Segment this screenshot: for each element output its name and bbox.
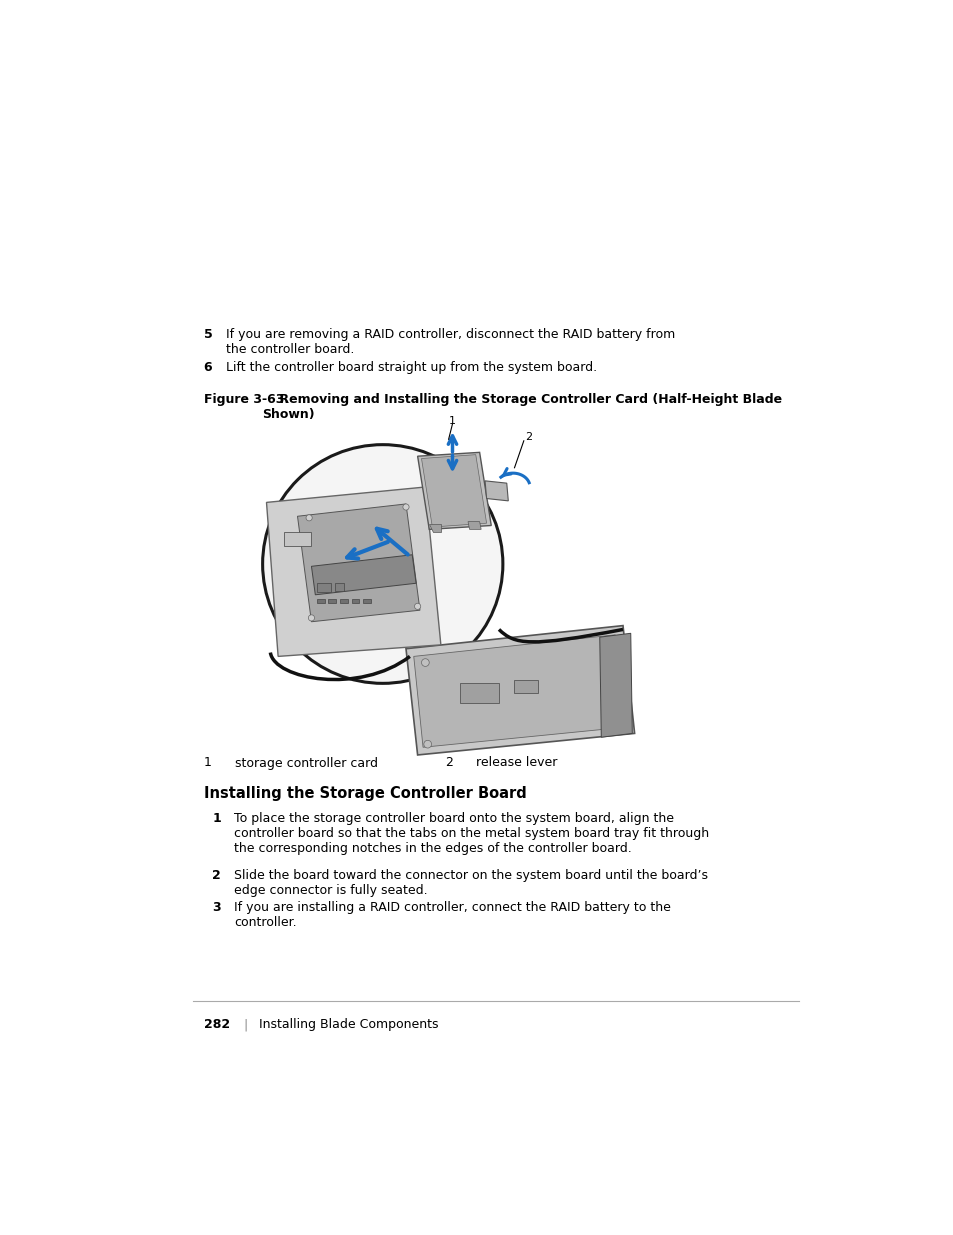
Text: If you are installing a RAID controller, connect the RAID battery to the
control: If you are installing a RAID controller,…	[233, 902, 670, 929]
Bar	[284, 531, 311, 546]
Text: 5: 5	[204, 327, 213, 341]
Text: 1: 1	[448, 416, 456, 426]
Circle shape	[617, 720, 624, 727]
Text: |: |	[243, 1019, 247, 1031]
Text: Installing Blade Components: Installing Blade Components	[258, 1019, 437, 1031]
Bar	[363, 599, 371, 603]
Polygon shape	[414, 635, 624, 747]
Text: Slide the board toward the connector on the system board until the board’s
edge : Slide the board toward the connector on …	[233, 869, 707, 897]
Text: 2: 2	[444, 757, 452, 769]
Bar	[328, 599, 335, 603]
Polygon shape	[297, 504, 419, 621]
Text: To place the storage controller board onto the system board, align the
controlle: To place the storage controller board on…	[233, 811, 708, 855]
Polygon shape	[484, 480, 508, 501]
Text: 1: 1	[204, 757, 212, 769]
Text: 6: 6	[204, 362, 213, 374]
Polygon shape	[406, 626, 634, 755]
Text: release lever: release lever	[476, 757, 557, 769]
Polygon shape	[270, 630, 622, 652]
Polygon shape	[468, 521, 480, 530]
Circle shape	[306, 515, 312, 521]
Text: Removing and Installing the Storage Controller Card (Half-Height Blade
Shown): Removing and Installing the Storage Cont…	[261, 393, 781, 421]
Circle shape	[415, 603, 420, 609]
Text: 1: 1	[212, 811, 221, 825]
Text: 3: 3	[212, 902, 221, 914]
Bar	[352, 599, 359, 603]
Circle shape	[604, 640, 612, 648]
Text: 2: 2	[212, 869, 221, 882]
Circle shape	[402, 504, 409, 510]
Polygon shape	[266, 487, 440, 656]
Polygon shape	[311, 555, 416, 595]
Bar	[316, 583, 331, 593]
Circle shape	[308, 615, 314, 621]
Text: 2: 2	[525, 431, 532, 442]
Text: Figure 3-63.: Figure 3-63.	[204, 393, 289, 406]
Bar	[459, 683, 498, 703]
Text: 282: 282	[204, 1019, 230, 1031]
Bar	[316, 599, 324, 603]
Bar	[514, 679, 537, 693]
Text: If you are removing a RAID controller, disconnect the RAID battery from
the cont: If you are removing a RAID controller, d…	[226, 327, 675, 356]
Bar	[340, 599, 348, 603]
Text: storage controller card: storage controller card	[235, 757, 378, 769]
Circle shape	[423, 740, 431, 748]
Text: Installing the Storage Controller Board: Installing the Storage Controller Board	[204, 785, 526, 800]
Circle shape	[421, 658, 429, 667]
Polygon shape	[429, 524, 440, 531]
Bar	[335, 583, 344, 592]
Polygon shape	[421, 454, 486, 527]
Polygon shape	[417, 452, 491, 530]
Text: Lift the controller board straight up from the system board.: Lift the controller board straight up fr…	[226, 362, 597, 374]
Circle shape	[262, 445, 502, 683]
Polygon shape	[599, 634, 632, 737]
